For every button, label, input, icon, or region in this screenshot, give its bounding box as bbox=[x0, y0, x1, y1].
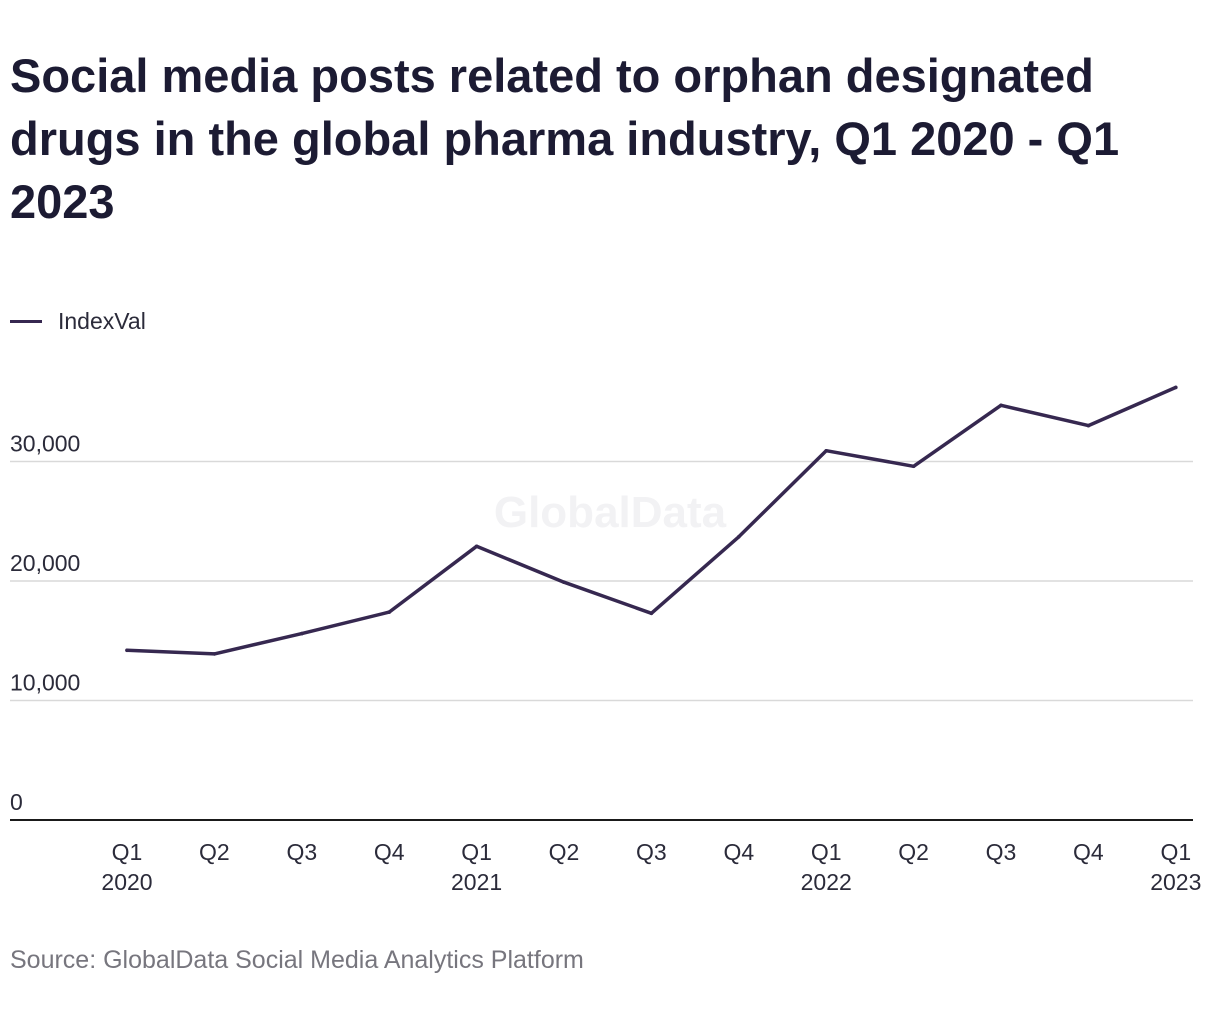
y-tick-label: 0 bbox=[10, 789, 23, 815]
x-tick-label: Q1 2020 bbox=[101, 839, 152, 895]
data-point bbox=[474, 544, 479, 549]
data-point bbox=[125, 648, 129, 653]
data-point bbox=[999, 403, 1003, 408]
data-point bbox=[212, 652, 217, 656]
data-point bbox=[387, 610, 392, 614]
data-point bbox=[911, 464, 916, 469]
data-point bbox=[1174, 385, 1178, 390]
legend-label-indexval: IndexVal bbox=[58, 308, 146, 334]
source-note: Source: GlobalData Social Media Analytic… bbox=[10, 946, 584, 974]
x-tick-label: Q4 bbox=[1073, 839, 1104, 865]
x-tick-label: Q3 bbox=[636, 839, 667, 865]
x-tick-label: Q1 2021 bbox=[451, 839, 502, 895]
x-tick-label: Q2 bbox=[549, 839, 580, 865]
data-point bbox=[737, 534, 741, 539]
data-point bbox=[562, 580, 566, 584]
x-tick-label: Q2 bbox=[199, 839, 230, 865]
gridlines bbox=[10, 460, 1193, 702]
x-tick-label: Q1 2023 bbox=[1150, 839, 1201, 895]
x-tick-label: Q4 bbox=[374, 839, 405, 865]
y-axis-tick-labels: 0 10,000 20,000 30,000 bbox=[10, 431, 80, 816]
x-tick-label: Q2 bbox=[898, 839, 929, 865]
data-point bbox=[824, 448, 828, 453]
data-point bbox=[300, 631, 304, 636]
chart-legend: IndexVal bbox=[10, 308, 146, 335]
x-tick-label: Q3 bbox=[286, 839, 317, 865]
y-tick-label: 30,000 bbox=[10, 431, 80, 457]
data-point bbox=[1086, 423, 1091, 428]
chart-title: Social media posts related to orphan des… bbox=[10, 49, 1120, 228]
x-tick-label: Q1 2022 bbox=[801, 839, 852, 895]
watermark: GlobalData bbox=[494, 488, 727, 537]
x-tick-label: Q3 bbox=[986, 839, 1017, 865]
y-tick-label: 10,000 bbox=[10, 670, 80, 696]
x-axis-tick-labels: Q1 2020 Q2 Q3 Q4 Q1 2021 Q2 Q3 Q4 Q1 2022 Q2 Q3 Q4 Q1 20… bbox=[101, 839, 1201, 895]
x-tick-label: Q4 bbox=[723, 839, 754, 865]
data-point bbox=[649, 611, 654, 616]
legend-line-swatch bbox=[10, 320, 42, 323]
y-tick-label: 20,000 bbox=[10, 550, 80, 576]
series-points bbox=[125, 385, 1178, 656]
